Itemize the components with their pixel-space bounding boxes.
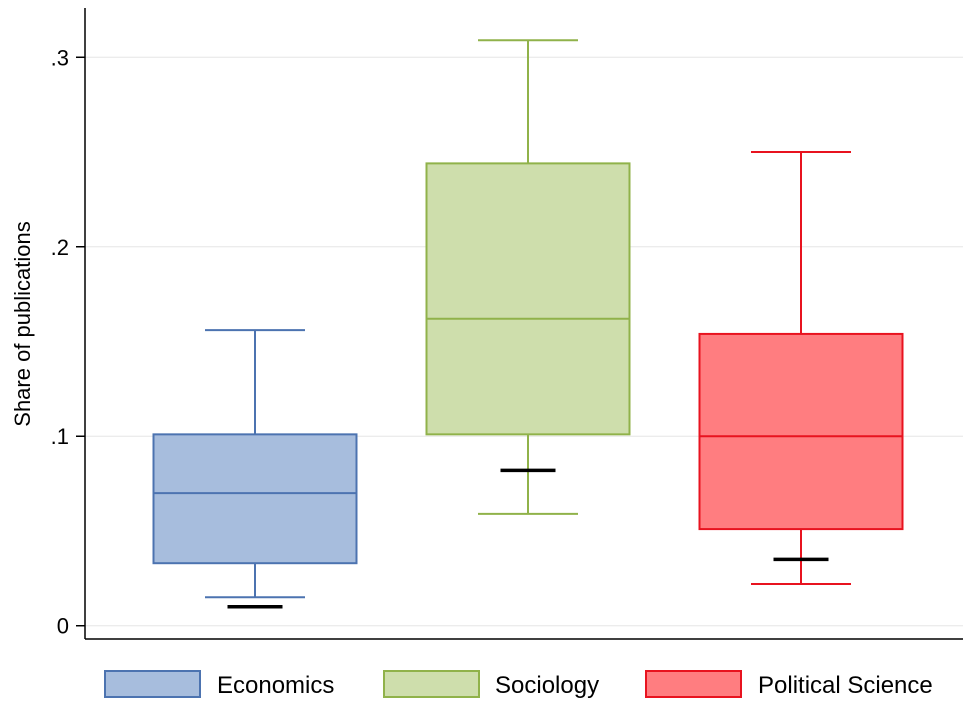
y-axis-ticks: 0 .1 .2 .3 xyxy=(51,45,85,639)
legend-swatch xyxy=(645,670,742,698)
y-axis-title: Share of publications xyxy=(10,221,35,426)
legend-swatch xyxy=(383,670,480,698)
iqr-box xyxy=(425,162,631,436)
box-sociology xyxy=(425,39,631,515)
legend-label: Political Science xyxy=(758,672,933,699)
legend-label: Economics xyxy=(217,672,334,699)
legend-item: Economics xyxy=(104,670,334,699)
legend-item: Sociology xyxy=(383,670,599,699)
box-economics xyxy=(152,329,358,609)
box-political-science xyxy=(698,151,904,586)
legend: Economics Sociology Political Science xyxy=(104,670,933,699)
iqr-box xyxy=(152,433,358,565)
plot-area xyxy=(152,39,904,609)
iqr-box xyxy=(698,332,904,531)
y-tick-label: .3 xyxy=(51,45,69,70)
y-tick-label: .1 xyxy=(51,424,69,449)
legend-swatch xyxy=(104,670,201,698)
y-tick-label: .2 xyxy=(51,235,69,260)
legend-item: Political Science xyxy=(645,670,933,699)
legend-label: Sociology xyxy=(495,672,599,699)
y-tick-label: 0 xyxy=(57,614,69,639)
